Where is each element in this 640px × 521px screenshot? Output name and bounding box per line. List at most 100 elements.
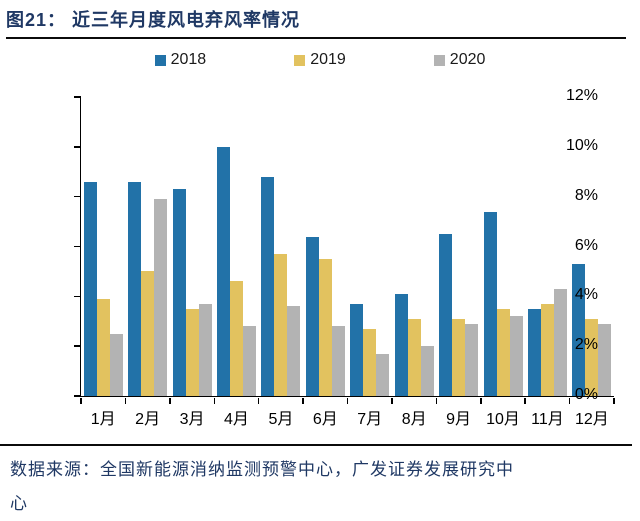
bar-group-2月 <box>125 97 169 396</box>
x-axis-tick-9 <box>480 397 482 404</box>
bar-2020-3月 <box>198 303 212 396</box>
legend-swatch-2018-icon <box>154 54 166 66</box>
x-axis-label-5月: 5月 <box>268 411 294 428</box>
bar-2019-11月 <box>540 303 554 396</box>
bar-2018-1月 <box>83 181 97 396</box>
y-axis-tick-8 <box>74 195 81 198</box>
x-axis-tick-4 <box>257 397 260 404</box>
bar-2020-1月 <box>109 333 123 396</box>
bar-2019-1月 <box>96 298 110 396</box>
legend-label-2020: 2020 <box>449 51 486 68</box>
bar-group-10月 <box>481 97 525 396</box>
x-axis-tick-11 <box>568 397 571 404</box>
bar-group-11月 <box>525 97 569 396</box>
bar-2020-8月 <box>420 346 434 396</box>
bar-2018-3月 <box>172 189 186 396</box>
bar-series-container <box>81 97 614 396</box>
bar-2018-8月 <box>394 293 408 396</box>
bar-2019-5月 <box>274 253 288 396</box>
bar-group-12月 <box>570 97 614 396</box>
y-axis-tick-6 <box>74 245 81 248</box>
x-axis-label-11月: 11月 <box>531 411 564 428</box>
bar-group-8月 <box>392 97 436 396</box>
bar-group-3月 <box>170 97 214 396</box>
bar-2018-5月 <box>261 176 275 396</box>
bar-2020-4月 <box>242 326 256 396</box>
y-axis-tick-2 <box>74 345 81 347</box>
legend-label-2018: 2018 <box>170 51 207 68</box>
x-axis-label-6月: 6月 <box>312 411 338 428</box>
bar-2018-10月 <box>483 211 497 396</box>
x-axis-label-7月: 7月 <box>357 411 383 428</box>
legend-label-2019: 2019 <box>310 51 346 68</box>
y-axis-label-2%: 2% <box>574 336 598 354</box>
bar-2020-5月 <box>287 306 301 396</box>
x-axis-label-1月: 1月 <box>90 411 116 428</box>
legend-swatch-2019-icon <box>294 54 306 66</box>
y-axis-tick-0 <box>74 395 81 397</box>
x-axis-tick-1 <box>124 397 127 404</box>
x-axis-tick-12 <box>613 397 615 404</box>
legend-item-2018: 2018 <box>154 51 207 68</box>
y-axis-label-6%: 6% <box>574 236 598 254</box>
y-axis-tick-12 <box>74 96 81 98</box>
bar-group-9月 <box>436 97 480 396</box>
bar-2020-12月 <box>598 323 612 396</box>
x-axis-tick-0 <box>80 397 82 404</box>
y-axis-label-0%: 0% <box>574 386 598 403</box>
legend-swatch-2020-icon <box>433 54 445 66</box>
x-axis-tick-10 <box>524 397 526 404</box>
y-axis-tick-10 <box>74 146 81 148</box>
bar-2019-6月 <box>318 258 332 396</box>
bar-group-4月 <box>214 97 258 396</box>
bar-2020-10月 <box>509 316 523 396</box>
bar-chart-plot-area: 1月 2月 3月 4月 5月 6月 7月 8月 9月 10月 11月 12月 0% 2% 4% 6% 8% 10… <box>74 87 615 428</box>
bar-2020-9月 <box>465 323 479 396</box>
bar-2019-3月 <box>185 308 199 396</box>
bar-group-1月 <box>81 97 125 396</box>
x-axis-label-8月: 8月 <box>401 411 427 428</box>
bar-2019-7月 <box>363 328 377 396</box>
bar-2020-7月 <box>376 353 390 396</box>
x-axis-label-2月: 2月 <box>135 411 161 428</box>
bar-2019-12月 <box>585 318 599 396</box>
footer-divider: 数据来源：全国新能源消纳监测预警中心，广发证券发展研究中心 <box>0 444 632 521</box>
x-axis-label-9月: 9月 <box>446 411 472 428</box>
bar-2018-2月 <box>128 181 142 396</box>
legend-item-2019: 2019 <box>294 52 346 68</box>
x-axis-label-3月: 3月 <box>179 411 205 428</box>
y-axis-tick-4 <box>74 295 81 298</box>
chart-legend: 2018 2019 2020 <box>0 52 640 68</box>
y-axis-label-10%: 10% <box>565 136 598 154</box>
x-axis-tick-2 <box>169 397 171 404</box>
bar-group-7月 <box>348 97 392 396</box>
bar-group-5月 <box>259 97 303 396</box>
y-axis-label-8%: 8% <box>574 186 598 204</box>
legend-item-2020: 2020 <box>433 51 486 68</box>
bar-2018-6月 <box>305 236 319 396</box>
x-axis-label-4月: 4月 <box>224 411 249 428</box>
data-source-note: 数据来源：全国新能源消纳监测预警中心，广发证券发展研究中心 <box>10 460 514 513</box>
bar-2018-12月 <box>572 263 586 396</box>
bar-2018-11月 <box>527 308 541 396</box>
bar-2018-9月 <box>439 234 453 396</box>
x-axis-labels: 1月 2月 3月 4月 5月 6月 7月 8月 9月 10月 11月 12月 <box>81 405 614 429</box>
y-axis-label-4%: 4% <box>574 286 598 304</box>
figure-number: 图21： <box>6 10 67 30</box>
x-axis-tick-5 <box>302 397 304 404</box>
y-axis-label-12%: 12% <box>565 87 598 104</box>
bar-2018-4月 <box>216 146 230 396</box>
x-axis-label-12月: 12月 <box>574 411 609 428</box>
bar-group-6月 <box>303 97 347 396</box>
x-axis-tick-7 <box>391 397 393 404</box>
bar-2020-6月 <box>331 326 345 396</box>
figure-title: 图21： 近三年月度风电弃风率情况 <box>6 6 626 39</box>
x-axis-tick-6 <box>346 397 349 404</box>
bar-2020-2月 <box>154 199 168 396</box>
bar-2019-10月 <box>496 308 510 396</box>
figure-title-text: 近三年月度风电弃风率情况 <box>72 10 301 30</box>
bar-2019-9月 <box>452 318 466 396</box>
bar-2020-11月 <box>553 288 567 396</box>
x-axis-tick-3 <box>213 397 215 404</box>
bar-2019-8月 <box>407 318 421 396</box>
